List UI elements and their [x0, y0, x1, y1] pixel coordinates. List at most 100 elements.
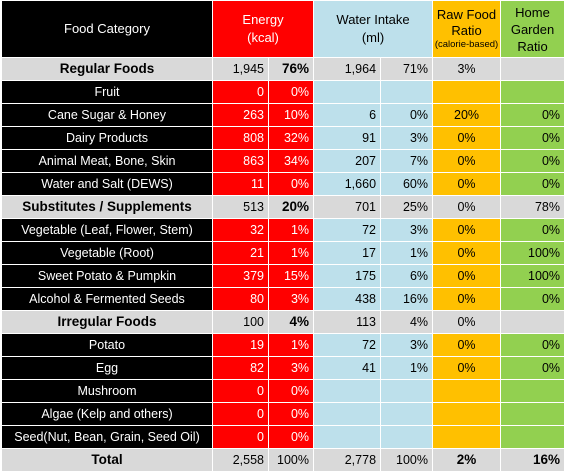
- water-value: 207: [313, 149, 382, 173]
- group-row: Regular Foods 1,945 76% 1,964 71% 3%: [1, 57, 565, 81]
- energy-percent: 0%: [267, 80, 315, 104]
- water-percent: 100%: [380, 448, 434, 472]
- raw-food-ratio: 0%: [432, 356, 502, 380]
- energy-value: 863: [212, 149, 269, 173]
- raw-food-ratio: 0%: [432, 218, 502, 242]
- energy-value: 1,945: [212, 57, 269, 81]
- raw-food-ratio: 0%: [432, 241, 502, 265]
- home-garden-ratio: [500, 57, 565, 81]
- water-value: 438: [313, 287, 382, 311]
- category-cell: Animal Meat, Bone, Skin: [1, 149, 213, 173]
- water-percent: 71%: [380, 57, 434, 81]
- category-cell: Water and Salt (DEWS): [1, 172, 213, 196]
- raw-food-ratio: 2%: [432, 448, 502, 472]
- water-value: [313, 80, 382, 104]
- raw-food-ratio: 0%: [432, 126, 502, 150]
- energy-value: 82: [212, 356, 269, 380]
- water-percent: 6%: [380, 264, 434, 288]
- raw-food-ratio: 0%: [432, 264, 502, 288]
- category-cell: Vegetable (Root): [1, 241, 213, 265]
- category-cell: Sweet Potato & Pumpkin: [1, 264, 213, 288]
- energy-percent: 32%: [267, 126, 315, 150]
- header-row: Food Category Energy (kcal) Water Intake(…: [1, 0, 565, 58]
- water-percent: [380, 425, 434, 449]
- energy-value: 2,558: [212, 448, 269, 472]
- water-value: [313, 402, 382, 426]
- category-cell: Total: [1, 448, 213, 472]
- table-row: Vegetable (Root) 21 1% 17 1% 0% 100%: [1, 241, 565, 265]
- home-garden-ratio: 0%: [500, 172, 565, 196]
- water-value: 175: [313, 264, 382, 288]
- table-row: Dairy Products 808 32% 91 3% 0% 0%: [1, 126, 565, 150]
- home-garden-ratio: 0%: [500, 126, 565, 150]
- total-row: Total 2,558 100% 2,778 100% 2% 16%: [1, 448, 565, 472]
- water-value: [313, 425, 382, 449]
- energy-value: 513: [212, 195, 269, 219]
- home-garden-ratio: 100%: [500, 264, 565, 288]
- home-garden-ratio: 0%: [500, 356, 565, 380]
- category-cell: Algae (Kelp and others): [1, 402, 213, 426]
- water-percent: 1%: [380, 356, 434, 380]
- energy-percent: 0%: [267, 172, 315, 196]
- water-percent: [380, 402, 434, 426]
- header-home-garden-ratio: Home Garden Ratio: [500, 0, 565, 58]
- water-percent: 25%: [380, 195, 434, 219]
- group-row: Irregular Foods 100 4% 113 4% 0%: [1, 310, 565, 334]
- table-row: Fruit 0 0%: [1, 80, 565, 104]
- category-cell: Vegetable (Leaf, Flower, Stem): [1, 218, 213, 242]
- home-garden-ratio: 0%: [500, 149, 565, 173]
- category-cell: Substitutes / Supplements: [1, 195, 213, 219]
- water-value: 2,778: [313, 448, 382, 472]
- water-percent: [380, 379, 434, 403]
- table-row: Water and Salt (DEWS) 11 0% 1,660 60% 0% 0%: [1, 172, 565, 196]
- water-value: 113: [313, 310, 382, 334]
- water-value: 1,964: [313, 57, 382, 81]
- raw-food-ratio: [432, 379, 502, 403]
- table-row: Potato 19 1% 72 3% 0% 0%: [1, 333, 565, 357]
- raw-food-ratio: [432, 425, 502, 449]
- energy-value: 19: [212, 333, 269, 357]
- raw-food-ratio: [432, 402, 502, 426]
- raw-food-ratio: 0%: [432, 172, 502, 196]
- group-row: Substitutes / Supplements 513 20% 701 25% 0% 7…: [1, 195, 565, 219]
- header-raw-food-ratio: Raw Food Ratio (calorie-based): [432, 0, 502, 58]
- raw-food-ratio: 0%: [432, 149, 502, 173]
- raw-food-ratio: 20%: [432, 103, 502, 127]
- energy-percent: 100%: [267, 448, 315, 472]
- home-garden-ratio: [500, 402, 565, 426]
- home-garden-ratio: 0%: [500, 103, 565, 127]
- table-row: Mushroom 0 0%: [1, 379, 565, 403]
- water-percent: 60%: [380, 172, 434, 196]
- water-value: 72: [313, 218, 382, 242]
- energy-percent: 34%: [267, 149, 315, 173]
- water-percent: 7%: [380, 149, 434, 173]
- raw-food-ratio: 0%: [432, 195, 502, 219]
- table-row: Alcohol & Fermented Seeds 80 3% 438 16% 0% 0%: [1, 287, 565, 311]
- raw-food-ratio: 0%: [432, 287, 502, 311]
- energy-value: 0: [212, 379, 269, 403]
- water-value: 701: [313, 195, 382, 219]
- home-garden-ratio: 0%: [500, 287, 565, 311]
- water-percent: 0%: [380, 103, 434, 127]
- energy-value: 80: [212, 287, 269, 311]
- home-garden-ratio: [500, 310, 565, 334]
- water-percent: [380, 80, 434, 104]
- energy-value: 100: [212, 310, 269, 334]
- category-cell: Dairy Products: [1, 126, 213, 150]
- energy-percent: 1%: [267, 218, 315, 242]
- category-cell: Alcohol & Fermented Seeds: [1, 287, 213, 311]
- energy-value: 0: [212, 80, 269, 104]
- home-garden-ratio: [500, 379, 565, 403]
- water-percent: 3%: [380, 126, 434, 150]
- water-percent: 4%: [380, 310, 434, 334]
- home-garden-ratio: 16%: [500, 448, 565, 472]
- energy-percent: 3%: [267, 356, 315, 380]
- water-value: 41: [313, 356, 382, 380]
- header-water-intake: Water Intake (ml): [313, 0, 434, 58]
- raw-food-ratio: 0%: [432, 310, 502, 334]
- raw-food-ratio: [432, 80, 502, 104]
- category-cell: Fruit: [1, 80, 213, 104]
- energy-percent: 20%: [267, 195, 315, 219]
- table-row: Egg 82 3% 41 1% 0% 0%: [1, 356, 565, 380]
- energy-value: 808: [212, 126, 269, 150]
